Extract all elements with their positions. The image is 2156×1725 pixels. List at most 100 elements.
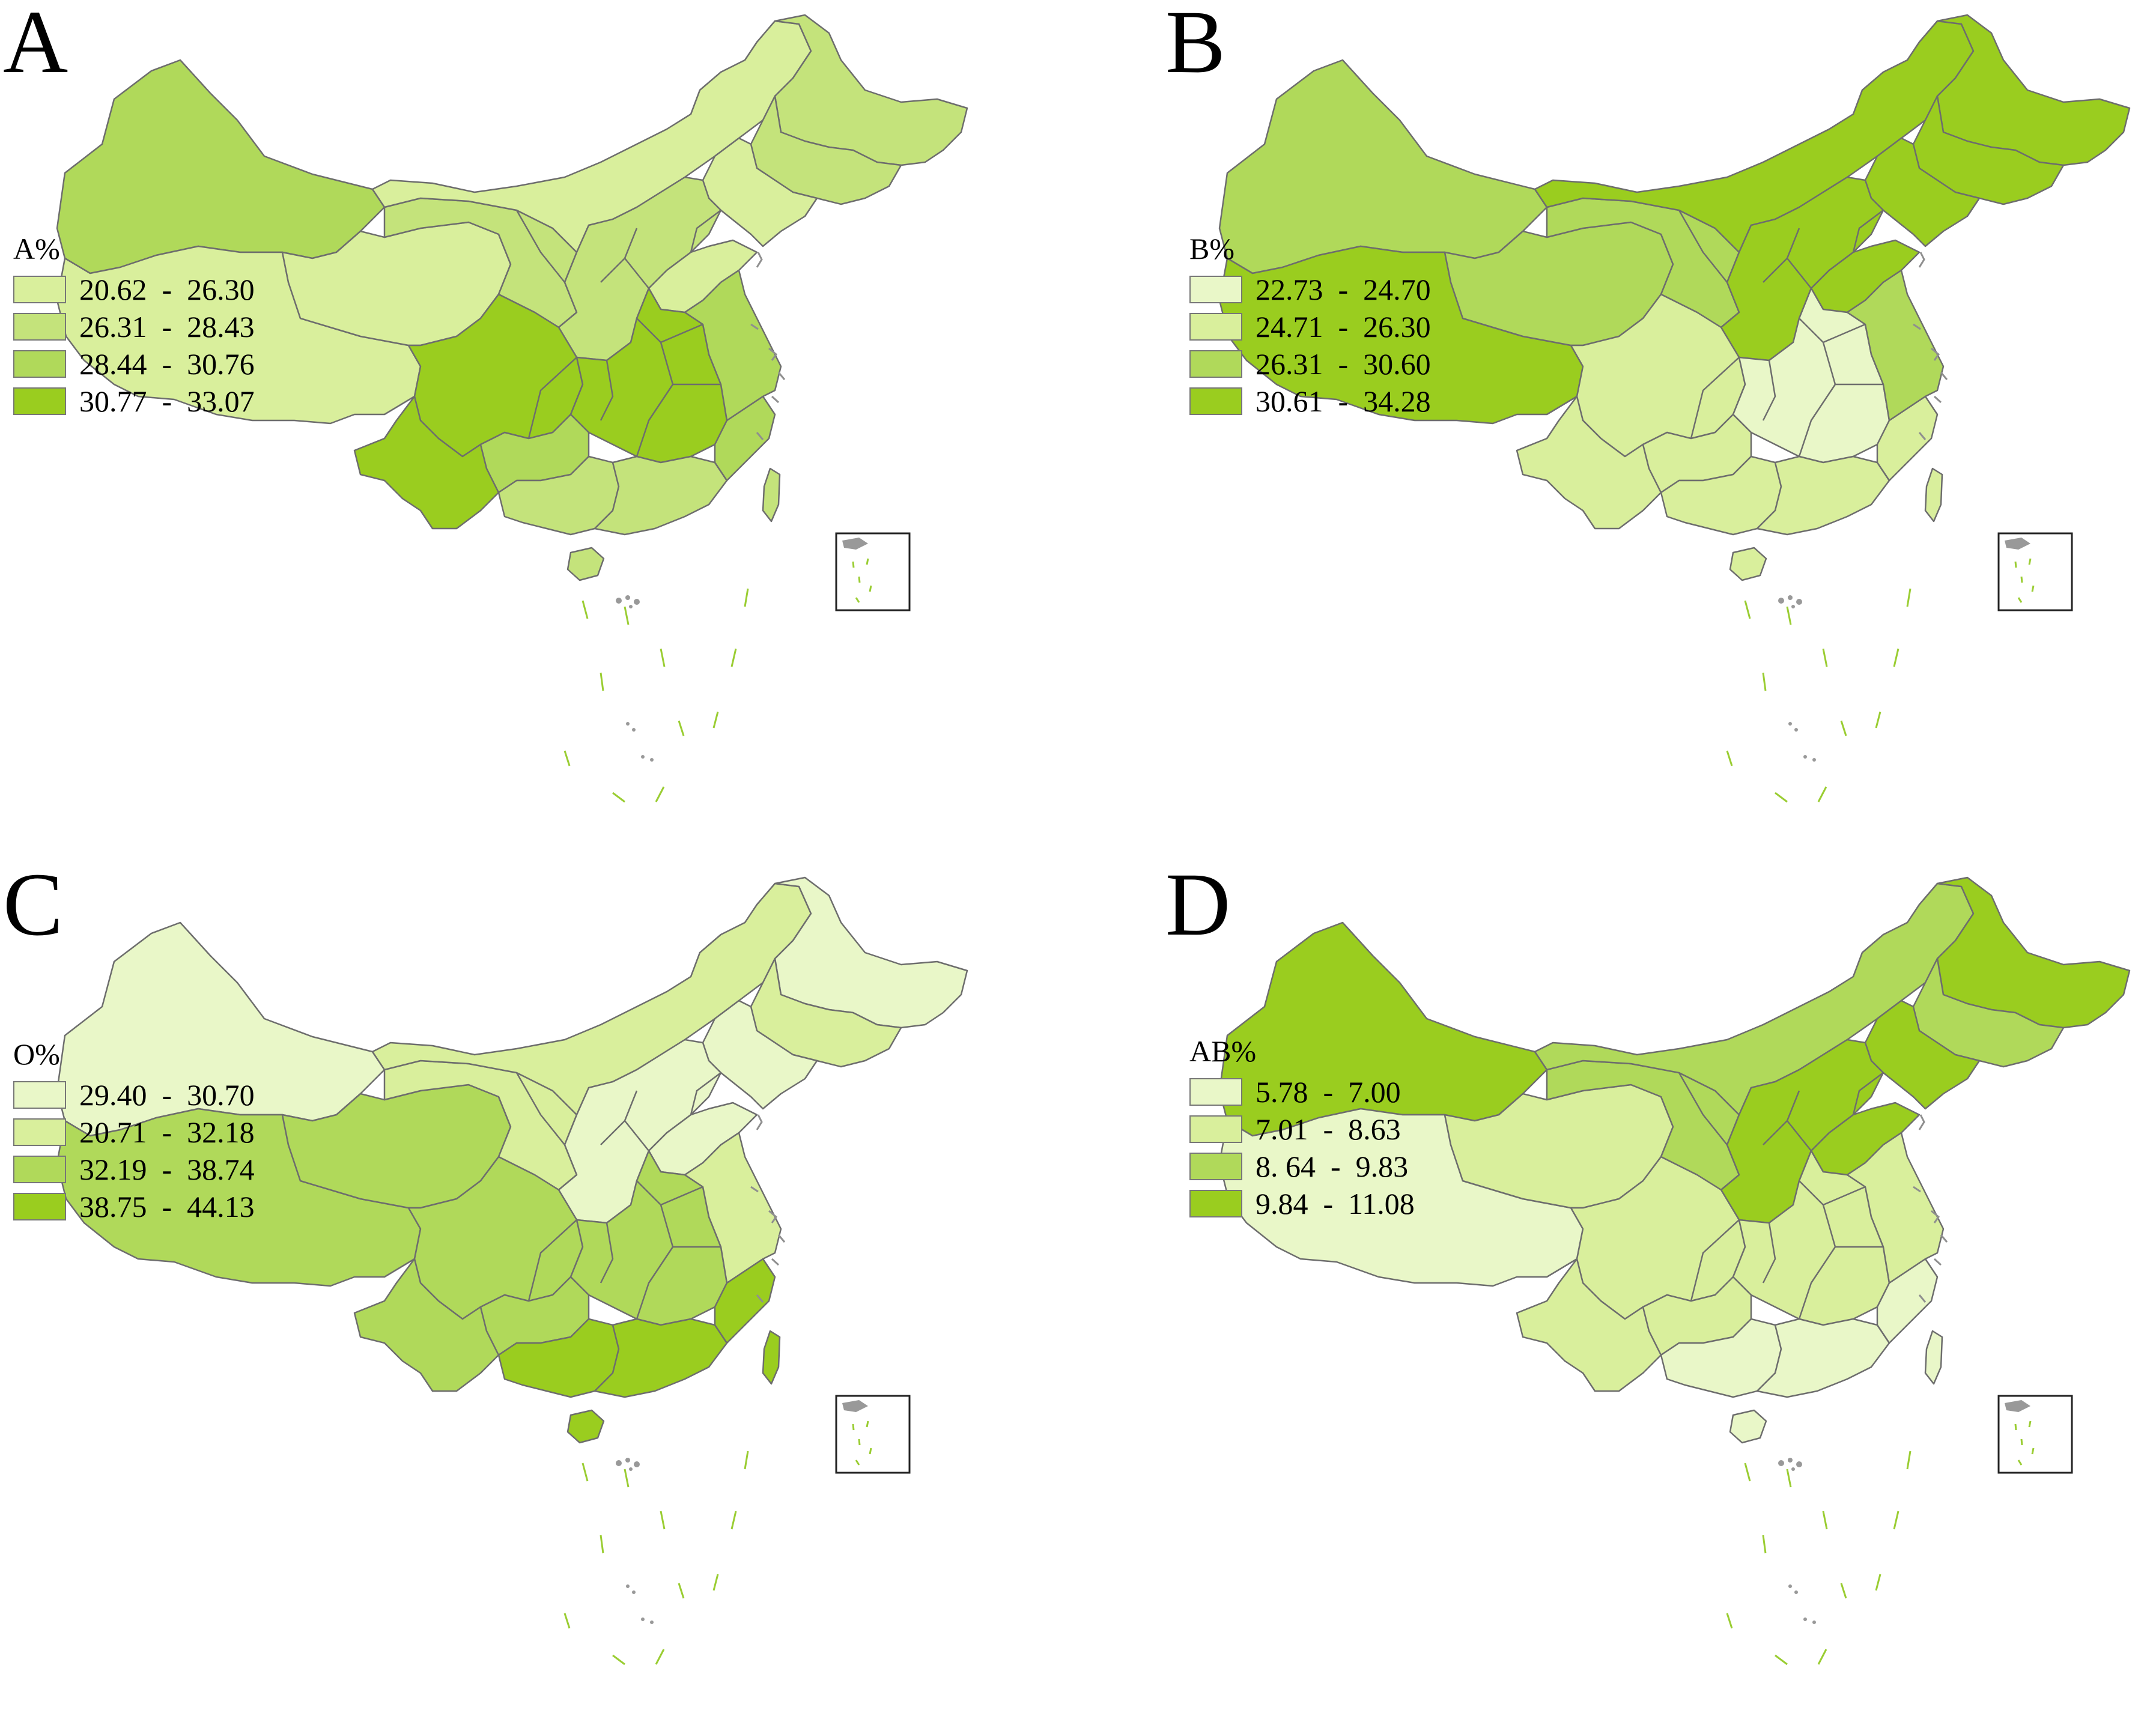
legend: AB% 5.78 - 7.00 7.01 - 8.63 8. 64 - 9.83 9.… xyxy=(1189,1034,1415,1222)
panel-letter: A xyxy=(3,0,68,92)
legend-rows: 22.73 - 24.70 24.71 - 26.30 26.31 - 30.60 3… xyxy=(1189,271,1431,420)
region-hainan xyxy=(1729,547,1767,581)
legend-rows: 5.78 - 7.00 7.01 - 8.63 8. 64 - 9.83 9.84 -… xyxy=(1189,1073,1415,1222)
legend-item: 30.77 - 33.07 xyxy=(13,383,255,420)
legend-item: 7.01 - 8.63 xyxy=(1189,1111,1415,1148)
legend: B% 22.73 - 24.70 24.71 - 26.30 26.31 - 30.… xyxy=(1189,231,1431,420)
panel-letter: C xyxy=(3,855,64,954)
legend-title: AB% xyxy=(1189,1034,1257,1068)
legend-swatch xyxy=(1189,313,1242,341)
legend-swatch xyxy=(13,1118,66,1146)
coastline xyxy=(1913,1114,1948,1303)
legend-label: 38.75 - 44.13 xyxy=(79,1190,255,1223)
legend-label: 8. 64 - 9.83 xyxy=(1256,1150,1409,1183)
region-tibet xyxy=(1218,245,1584,425)
region-hainan xyxy=(566,547,605,581)
legend-item: 28.44 - 30.76 xyxy=(13,345,255,383)
region-east xyxy=(684,1132,782,1284)
legend-label: 9.84 - 11.08 xyxy=(1256,1187,1415,1220)
region-heilongjiang xyxy=(1936,14,2131,166)
legend-swatch xyxy=(1189,350,1242,378)
legend-swatch xyxy=(1189,1153,1242,1180)
legend-label: 24.71 - 26.30 xyxy=(1256,310,1431,344)
legend-label: 30.61 - 34.28 xyxy=(1256,384,1431,418)
legend-swatch xyxy=(13,1081,66,1109)
south-china-sea-boundary xyxy=(1726,588,1912,803)
region-tibet xyxy=(56,245,422,425)
region-taiwan xyxy=(762,1330,781,1385)
legend-item: 8. 64 - 9.83 xyxy=(1189,1148,1415,1185)
china-province-map xyxy=(1218,14,2131,803)
region-guangdong xyxy=(594,455,728,536)
map-panel-d: D xyxy=(1078,855,2156,1725)
legend-swatch xyxy=(1189,387,1242,415)
south-china-sea-inset xyxy=(835,1395,911,1474)
region-hainan xyxy=(566,1409,605,1444)
region-east xyxy=(684,269,782,422)
legend-label: 22.73 - 24.70 xyxy=(1256,273,1431,306)
region-hainan xyxy=(1729,1409,1767,1444)
legend-item: 24.71 - 26.30 xyxy=(1189,308,1431,345)
region-yunnan xyxy=(1516,395,1662,530)
legend-swatch xyxy=(13,1156,66,1183)
south-china-sea-inset xyxy=(1997,532,2073,611)
legend: O% 29.40 - 30.70 20.71 - 32.18 32.19 - 38.… xyxy=(13,1037,255,1225)
region-guangdong xyxy=(1756,1318,1890,1398)
region-heilongjiang xyxy=(774,876,968,1029)
region-tibet xyxy=(1218,1108,1584,1287)
legend-swatch xyxy=(1189,276,1242,303)
legend-swatch xyxy=(13,313,66,341)
legend-item: 38.75 - 44.13 xyxy=(13,1188,255,1225)
legend-item: 26.31 - 30.60 xyxy=(1189,345,1431,383)
legend-label: 20.62 - 26.30 xyxy=(79,273,255,306)
legend-title: B% xyxy=(1189,232,1234,265)
legend-label: 26.31 - 28.43 xyxy=(79,310,255,344)
legend-label: 5.78 - 7.00 xyxy=(1256,1075,1401,1109)
legend-item: 32.19 - 38.74 xyxy=(13,1151,255,1188)
region-east xyxy=(1846,269,1945,422)
legend-label: 29.40 - 30.70 xyxy=(79,1078,255,1112)
legend-item: 26.31 - 28.43 xyxy=(13,308,255,345)
legend-label: 32.19 - 38.74 xyxy=(79,1153,255,1186)
coastline xyxy=(1913,252,1948,440)
china-province-map xyxy=(56,14,968,803)
legend-swatch xyxy=(1189,1190,1242,1217)
legend-label: 30.77 - 33.07 xyxy=(79,384,255,418)
china-province-map xyxy=(56,876,968,1666)
legend-swatch xyxy=(13,276,66,303)
region-guangdong xyxy=(1756,455,1890,536)
legend-item: 20.71 - 32.18 xyxy=(13,1114,255,1151)
map-panel-a: A xyxy=(0,0,1078,862)
province-borders xyxy=(1678,1072,1884,1320)
province-borders xyxy=(515,1072,721,1320)
legend-rows: 29.40 - 30.70 20.71 - 32.18 32.19 - 38.74 3… xyxy=(13,1076,255,1225)
legend-item: 5.78 - 7.00 xyxy=(1189,1073,1415,1111)
legend-item: 9.84 - 11.08 xyxy=(1189,1185,1415,1222)
south-china-sea-boundary xyxy=(563,588,749,803)
south-china-sea-inset xyxy=(835,532,911,611)
legend-label: 20.71 - 32.18 xyxy=(79,1115,255,1149)
legend-swatch xyxy=(13,387,66,415)
legend-title: A% xyxy=(13,232,60,265)
province-borders xyxy=(515,210,721,457)
south-china-sea-boundary xyxy=(1726,1451,1912,1666)
map-panel-b: B xyxy=(1078,0,2156,862)
legend-label: 28.44 - 30.76 xyxy=(79,347,255,381)
panel-letter: D xyxy=(1165,855,1231,954)
legend-item: 30.61 - 34.28 xyxy=(1189,383,1431,420)
region-yunnan xyxy=(353,395,500,530)
legend-title: O% xyxy=(13,1037,60,1071)
map-panel-c: C xyxy=(0,855,1078,1725)
south-china-sea-inset xyxy=(1997,1395,2073,1474)
china-province-map xyxy=(1218,876,2131,1666)
legend-swatch xyxy=(1189,1078,1242,1106)
region-heilongjiang xyxy=(1936,876,2131,1029)
legend-item: 20.62 - 26.30 xyxy=(13,271,255,308)
legend-label: 26.31 - 30.60 xyxy=(1256,347,1431,381)
province-borders xyxy=(1678,210,1884,457)
panel-letter: B xyxy=(1165,0,1226,92)
legend-item: 22.73 - 24.70 xyxy=(1189,271,1431,308)
region-taiwan xyxy=(1924,467,1943,523)
region-yunnan xyxy=(353,1258,500,1392)
region-guangdong xyxy=(594,1318,728,1398)
